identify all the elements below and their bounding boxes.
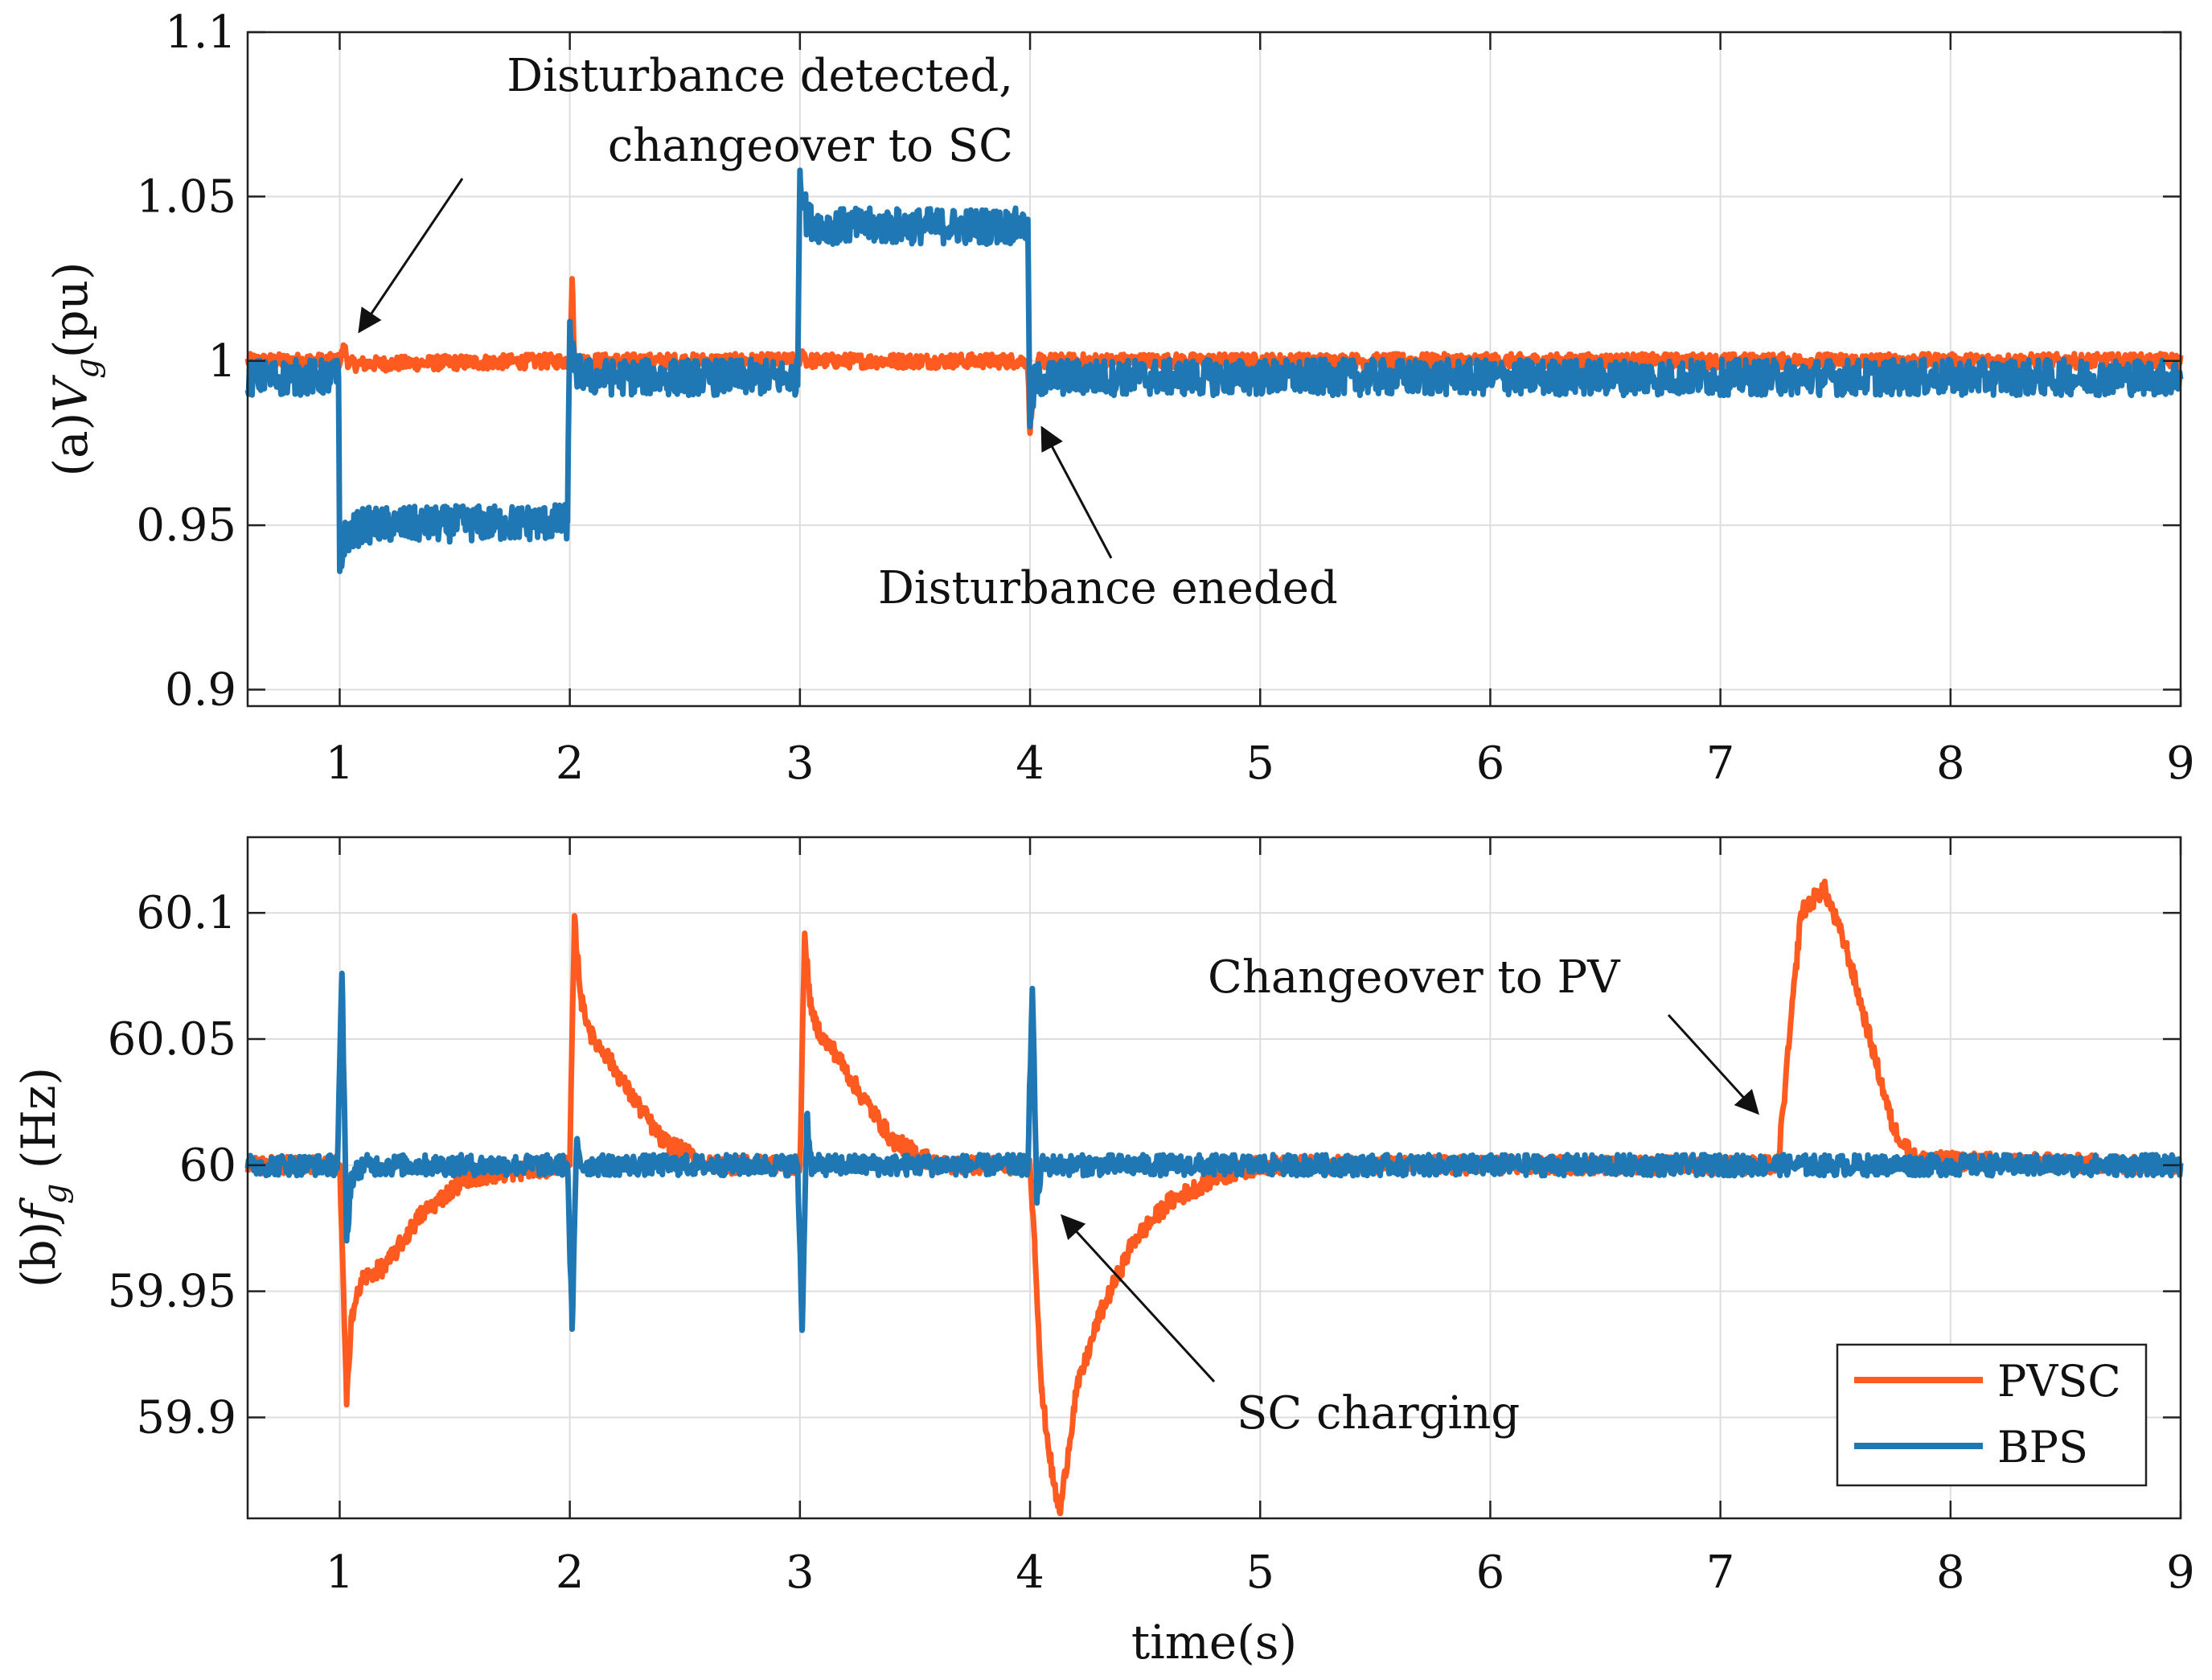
panel-b-xtick-label: 9 — [2166, 1547, 2195, 1599]
legend-box — [1836, 1343, 2148, 1487]
panel-a-series — [244, 167, 2184, 574]
panel-b-ytick-label: 60 — [179, 1140, 236, 1192]
panel-b-xtick-label: 2 — [556, 1547, 585, 1599]
annotation-arrow-changeover-pv — [1667, 1013, 1760, 1115]
panel-a-ytick-label: 0.95 — [136, 499, 236, 552]
panel-a-xtick-label: 4 — [1016, 737, 1044, 790]
panel-a-ytick-label: 1 — [207, 335, 236, 388]
panel-b-axes-box — [246, 836, 2182, 1520]
panel-a-xtick-label: 3 — [786, 737, 815, 790]
annotation-arrow-disturbance-ended — [1040, 425, 1113, 559]
panel-a-xtick-label: 5 — [1246, 737, 1274, 790]
panel-b: 1 2 3 4 5 6 7 8 9 59.9 59.95 60 60.05 60.1 (b)fg (Hz)… — [11, 836, 2195, 1670]
panel-a-xtick-label: 1 — [326, 737, 355, 790]
panel-a-xtick-label: 7 — [1706, 737, 1735, 790]
annotation-disturbance-detected-line1: Disturbance detected, — [507, 50, 1013, 102]
panel-a-xtick-label: 8 — [1936, 737, 1965, 790]
panel-b-ytick-label: 59.95 — [108, 1266, 236, 1318]
panel-b-xtick-label: 5 — [1246, 1547, 1274, 1599]
panel-b-ytick-label: 59.9 — [136, 1392, 236, 1444]
legend-pvsc-label: PVSC — [1997, 1356, 2121, 1407]
panel-b-xtick-label: 8 — [1936, 1547, 1965, 1599]
panel-b-xtick-label: 6 — [1476, 1547, 1505, 1599]
panel-a-xtick-label: 2 — [556, 737, 585, 790]
series-bps-line-panel-a — [244, 167, 2184, 574]
panel-a-ytick-label: 1.1 — [165, 6, 236, 59]
panel-a-ticks: 1 2 3 4 5 6 7 8 9 0.9 0.95 1 1.05 1.1 — [136, 6, 2195, 790]
panel-b-ytick-label: 60.05 — [108, 1013, 236, 1066]
panel-a-xtick-label: 6 — [1476, 737, 1505, 790]
panel-b-xtick-label: 1 — [326, 1547, 355, 1599]
panel-b-xlabel: time(s) — [1131, 1615, 1297, 1670]
panel-a-ytick-label: 0.9 — [165, 664, 236, 717]
panel-b-ticks: 1 2 3 4 5 6 7 8 9 59.9 59.95 60 60.05 60.1 — [108, 837, 2195, 1599]
annotation-arrow-sc-charging — [1060, 1214, 1216, 1383]
legend: PVSC BPS — [1836, 1343, 2148, 1487]
panel-b-xtick-label: 3 — [786, 1547, 815, 1599]
panel-b-ytick-label: 60.1 — [136, 887, 236, 939]
panel-b-xtick-label: 4 — [1016, 1547, 1044, 1599]
annotation-changeover-pv: Changeover to PV — [1208, 951, 1621, 1004]
legend-bps-label: BPS — [1997, 1422, 2088, 1473]
panel-a: 1 2 3 4 5 6 7 8 9 0.9 0.95 1 1.05 1.1 (a)Vg(pu) Distu… — [43, 6, 2195, 790]
panel-a-ytick-label: 1.05 — [136, 170, 236, 223]
panel-a-ylabel: (a)Vg(pu) — [43, 261, 106, 476]
annotation-arrow-disturbance-detected — [358, 178, 464, 334]
series-bps-line-panel-b — [244, 970, 2184, 1333]
annotation-sc-charging: SC charging — [1237, 1387, 1520, 1440]
panel-b-xtick-label: 7 — [1706, 1547, 1735, 1599]
panel-a-axes-box — [246, 31, 2182, 708]
annotation-disturbance-ended: Disturbance eneded — [878, 562, 1338, 614]
panel-b-series — [244, 878, 2184, 1517]
panel-a-xtick-label: 9 — [2166, 737, 2195, 790]
annotation-disturbance-detected-line2: changeover to SC — [608, 120, 1013, 172]
panel-b-ylabel: (b)fg (Hz) — [11, 1067, 74, 1288]
